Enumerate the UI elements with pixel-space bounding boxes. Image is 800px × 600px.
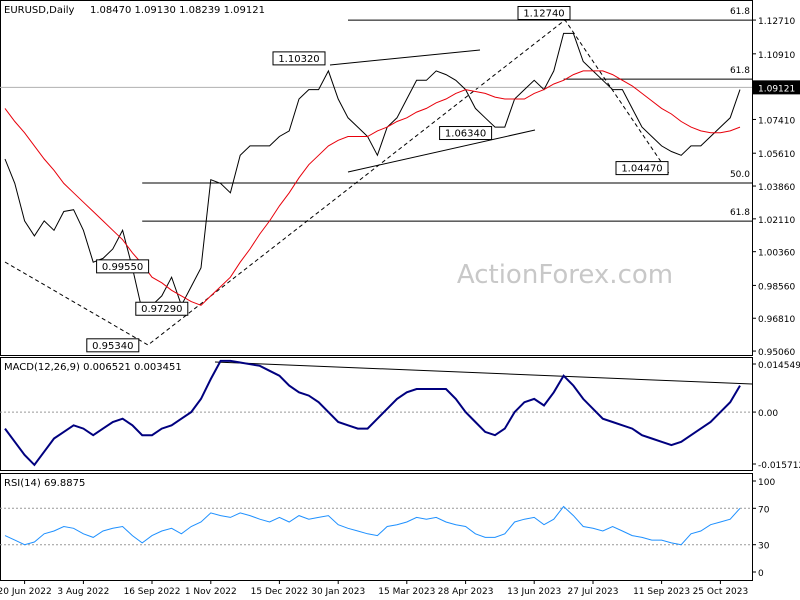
- x-tick-label: 1 Nov 2022: [185, 587, 237, 597]
- y-tick-label: -0.015712: [758, 461, 800, 471]
- fib-label: 61.8: [730, 208, 750, 218]
- x-tick-label: 15 Mar 2023: [378, 587, 435, 597]
- y-tick-label: 100: [758, 478, 775, 488]
- y-tick-label: 1.05610: [758, 150, 795, 160]
- y-tick-label: 1.07410: [758, 116, 795, 126]
- fib-label: 61.8: [730, 7, 750, 17]
- annotation-box: [135, 301, 189, 316]
- series-line: [4, 359, 741, 467]
- macd-frame: [0, 357, 753, 471]
- fib-label: 61.8: [730, 66, 750, 76]
- x-tick-label: 15 Dec 2022: [251, 587, 309, 597]
- annotation-box: [272, 51, 326, 66]
- annotation-box: [439, 126, 493, 141]
- annotation-box: [96, 259, 150, 274]
- last-price-label: 1.09121: [758, 84, 795, 94]
- macd-trendline: [214, 361, 753, 385]
- y-tick-label: 0.00: [758, 409, 778, 419]
- y-tick-label: 0.98560: [758, 282, 795, 292]
- series-line: [4, 32, 741, 312]
- panel-frames: [0, 0, 753, 581]
- rsi-frame: [0, 473, 753, 581]
- y-tick-label: 0.014549: [758, 361, 800, 371]
- annotation-label: 0.99550: [102, 262, 143, 273]
- annotation-label: 0.95340: [92, 341, 133, 352]
- y-tick-label: 1.02110: [758, 216, 795, 226]
- x-tick-label: 25 Oct 2023: [693, 587, 749, 597]
- annotation-box: [517, 6, 571, 21]
- annotation-label: 0.97290: [141, 304, 182, 315]
- annotation-box: [615, 161, 669, 176]
- trendlines: [4, 19, 753, 385]
- annotation-label: 1.10320: [278, 54, 319, 65]
- fib-label: 50.0: [730, 170, 750, 180]
- y-tick-label: 1.12710: [758, 17, 795, 27]
- annotation-label: 1.04470: [621, 164, 662, 175]
- x-tick-label: 27 Jul 2023: [568, 587, 619, 597]
- panel-subtitle: 1.08470 1.09130 1.08239 1.09121: [90, 5, 265, 16]
- y-tick-label: 0.96810: [758, 315, 795, 325]
- annotation-label: 1.12740: [523, 9, 564, 20]
- panel-title: RSI(14) 69.8875: [4, 478, 85, 489]
- x-tick-label: 3 Aug 2022: [57, 587, 109, 597]
- x-tick-label: 13 Jun 2023: [507, 587, 561, 597]
- x-tick-label: 30 Jan 2023: [311, 587, 365, 597]
- channel-bottom: [347, 129, 536, 173]
- y-tick-label: 1.00360: [758, 249, 795, 259]
- channel-top: [329, 49, 481, 66]
- x-tick-label: 20 Jun 2022: [0, 587, 52, 597]
- wave-line: [4, 19, 671, 346]
- x-tick-label: 28 Apr 2023: [438, 587, 494, 597]
- watermark: ActionForex.com: [457, 260, 673, 290]
- panel-title: MACD(12,26,9) 0.006521 0.003451: [4, 362, 182, 373]
- y-tick-label: 0: [758, 569, 764, 579]
- price-frame: [0, 0, 753, 356]
- y-tick-label: 30: [758, 542, 770, 552]
- x-tick-label: 16 Sep 2022: [123, 587, 180, 597]
- annotation-box: [86, 338, 140, 353]
- annotation-label: 1.06340: [445, 129, 486, 140]
- series-line: [4, 505, 741, 546]
- last-price-tag: [752, 80, 800, 95]
- panel-title: EURUSD,Daily: [4, 5, 75, 16]
- y-tick-label: 70: [758, 505, 770, 515]
- series-line: [4, 70, 741, 306]
- y-tick-label: 1.10910: [758, 51, 795, 61]
- x-tick-label: 11 Sep 2023: [633, 587, 690, 597]
- y-tick-label: 1.03860: [758, 183, 795, 193]
- y-tick-label: 0.95060: [758, 348, 795, 358]
